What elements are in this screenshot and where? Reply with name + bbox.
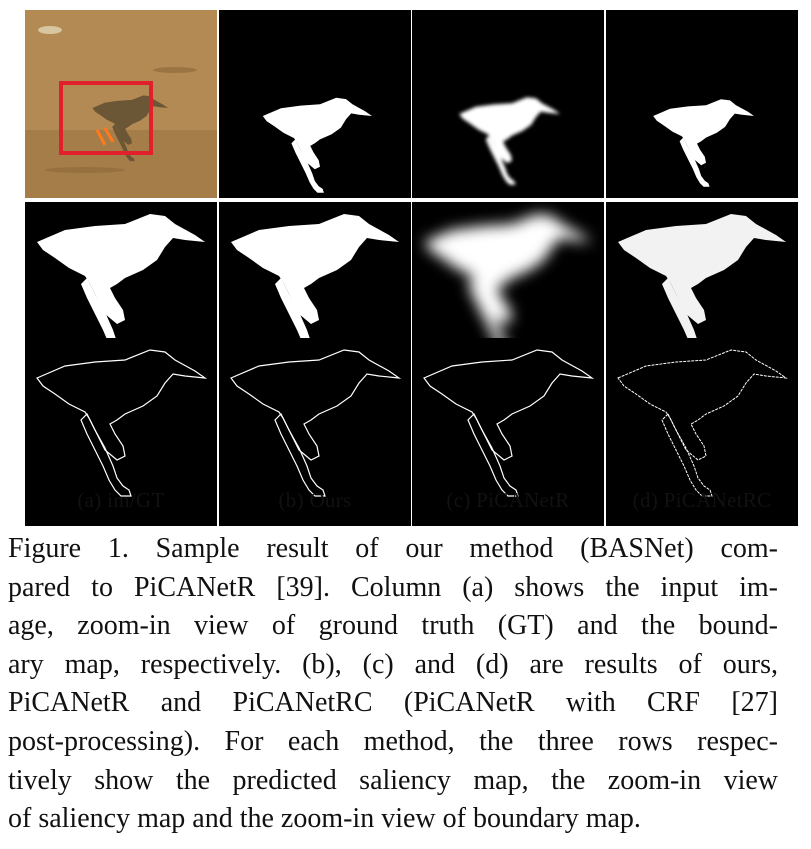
picanetr-boundary-panel [412,338,604,526]
figure-caption: Figure 1. Sample result of our method (B… [8,530,778,839]
subfigure-label-b: (b) Ours [278,488,352,512]
subfigure-label-d: (d) PiCANetRC [632,488,772,512]
caption-line: PiCANetR and PiCANetRC (PiCANetR with CR… [8,687,778,719]
picanetrc-saliency-panel [606,10,798,198]
gt-boundary-panel [25,338,217,526]
caption-line: of saliency map and the zoom-in view of … [8,803,641,835]
caption-line: pared to PiCANetR [39]. Column (a) shows… [8,571,778,603]
subfigure-label-a: (a) im/GT [77,488,165,512]
ours-saliency-panel [219,10,411,198]
zoom-region-box [59,81,153,155]
ours-boundary-panel [219,338,411,526]
subfigure-label-c: (c) PiCANetR [446,488,570,512]
caption-line: age, zoom-in view of ground truth (GT) a… [8,610,778,642]
picanetr-saliency-panel [412,10,604,198]
picanetrc-boundary-panel [606,338,798,526]
caption-line: ary map, respectively. (b), (c) and (d) … [8,648,778,680]
input-image-panel [25,10,217,198]
caption-line: Figure 1. Sample result of our method (B… [8,533,778,564]
caption-line: post-processing). For each method, the t… [8,725,778,757]
input-image [25,10,217,198]
caption-line: tively show the predicted saliency map, … [8,764,778,796]
